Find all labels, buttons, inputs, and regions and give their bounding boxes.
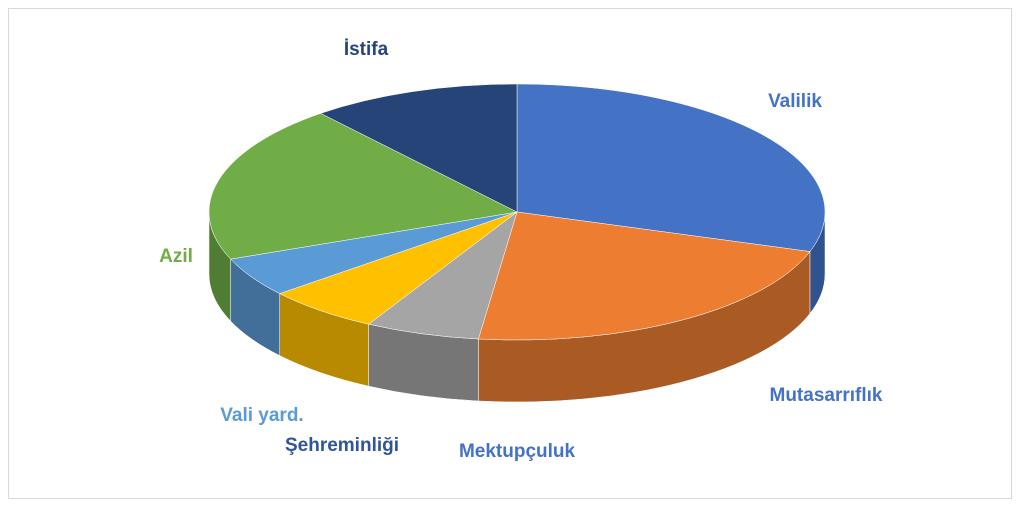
slice — [320, 83, 518, 213]
slice-label: Mektupçuluk — [459, 441, 576, 462]
slice-label: Azil — [159, 246, 193, 267]
slice — [478, 211, 811, 341]
slice-label: İstifa — [344, 39, 389, 60]
slice-label: Valilik — [768, 91, 822, 112]
slice — [208, 113, 518, 260]
slice-label: Mutasarrıflık — [770, 385, 883, 406]
slice-label: Şehreminliği — [285, 435, 399, 456]
slice-label: Vali yard. — [220, 405, 303, 426]
slice — [516, 83, 826, 252]
